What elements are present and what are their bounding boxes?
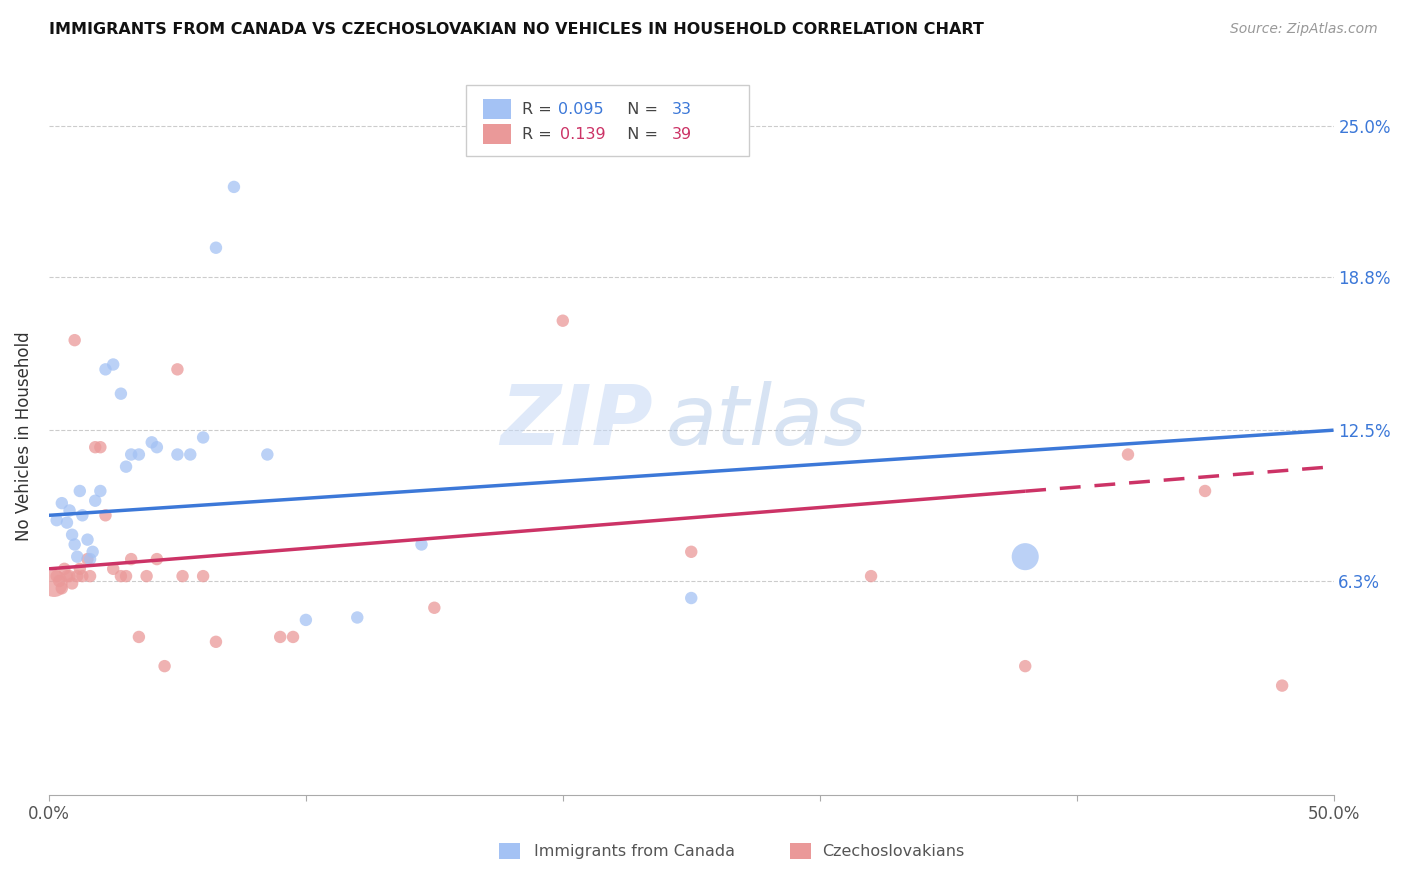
Text: Source: ZipAtlas.com: Source: ZipAtlas.com [1230,22,1378,37]
Text: 0.095: 0.095 [558,102,603,117]
Point [146,552,169,566]
Point [79,569,101,583]
Point [1014,549,1036,564]
Point [269,630,291,644]
Point [681,545,703,559]
Point [56,569,79,583]
Point [89,440,111,454]
Point [1014,659,1036,673]
Point [551,314,574,328]
Point [103,358,125,372]
Point [89,483,111,498]
Point [76,552,98,566]
Point [82,545,104,559]
Point [76,533,98,547]
Point [94,362,117,376]
Text: atlas: atlas [665,382,868,462]
Text: R =: R = [522,127,561,142]
Point [256,448,278,462]
Point [60,576,83,591]
Point [135,569,157,583]
Text: ZIP: ZIP [501,382,652,462]
Point [205,241,228,255]
Text: 39: 39 [672,127,692,142]
Point [191,569,214,583]
Point [79,552,101,566]
Text: Immigrants from Canada: Immigrants from Canada [534,845,735,859]
Point [56,516,79,530]
Point [146,440,169,454]
Point [128,630,150,644]
Point [110,386,132,401]
Point [1194,483,1216,498]
Point [141,435,163,450]
Point [51,496,73,510]
Point [58,569,80,583]
Point [66,549,89,564]
Point [69,483,91,498]
Point [84,493,107,508]
Point [42,576,65,591]
Point [45,569,67,583]
Text: N =: N = [617,127,662,142]
Point [69,562,91,576]
Point [48,574,70,588]
Y-axis label: No Vehicles in Household: No Vehicles in Household [15,332,32,541]
Point [53,562,76,576]
Point [103,562,125,576]
Point [179,448,201,462]
Text: R =: R = [522,102,557,117]
Point [172,569,194,583]
Point [128,448,150,462]
Point [295,613,318,627]
Point [1271,679,1294,693]
Point [120,552,142,566]
Point [94,508,117,523]
Text: IMMIGRANTS FROM CANADA VS CZECHOSLOVAKIAN NO VEHICLES IN HOUSEHOLD CORRELATION C: IMMIGRANTS FROM CANADA VS CZECHOSLOVAKIA… [49,22,984,37]
Point [120,448,142,462]
Point [115,459,138,474]
Point [63,333,86,347]
FancyBboxPatch shape [484,99,512,119]
Point [166,362,188,376]
Point [860,569,883,583]
Text: N =: N = [617,102,662,117]
Point [115,569,138,583]
Point [110,569,132,583]
FancyBboxPatch shape [484,124,512,145]
Point [51,582,73,596]
Point [153,659,176,673]
Point [84,440,107,454]
Point [205,635,228,649]
Point [281,630,304,644]
FancyBboxPatch shape [467,85,749,156]
Point [72,569,94,583]
Point [58,503,80,517]
Point [63,537,86,551]
Point [222,180,245,194]
Text: 0.139: 0.139 [560,127,606,142]
Point [423,600,446,615]
Point [411,537,433,551]
Point [681,591,703,605]
Text: 33: 33 [672,102,692,117]
Text: Czechoslovakians: Czechoslovakians [823,845,965,859]
Point [346,610,368,624]
Point [66,569,89,583]
Point [166,448,188,462]
Point [60,528,83,542]
Point [191,430,214,444]
Point [45,513,67,527]
Point [1116,448,1139,462]
Point [72,508,94,523]
